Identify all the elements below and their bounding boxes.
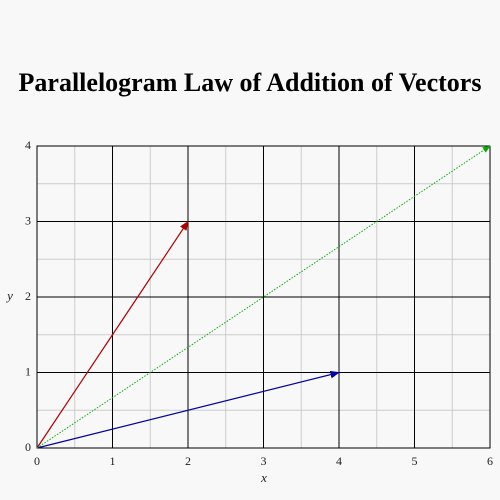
plot-frame [36, 145, 491, 449]
chart-title: Parallelogram Law of Addition of Vectors [19, 68, 482, 97]
y-tick-label: 3 [25, 213, 31, 227]
vector [36, 145, 491, 449]
x-tick-label: 0 [34, 454, 40, 468]
x-tick-label: 5 [412, 454, 418, 468]
x-tick-label: 2 [185, 454, 191, 468]
y-axis-label: y [5, 288, 13, 303]
vector [36, 220, 189, 449]
y-tick-label: 4 [25, 138, 31, 152]
x-tick-label: 1 [110, 454, 116, 468]
x-tick-label: 3 [261, 454, 267, 468]
x-tick-label: 4 [336, 454, 342, 468]
x-tick-label: 6 [487, 454, 493, 468]
y-tick-label: 2 [25, 289, 31, 303]
x-axis-label: x [260, 470, 267, 485]
y-tick-label: 1 [25, 364, 31, 378]
y-tick-label: 0 [25, 440, 31, 454]
vector [36, 370, 340, 449]
